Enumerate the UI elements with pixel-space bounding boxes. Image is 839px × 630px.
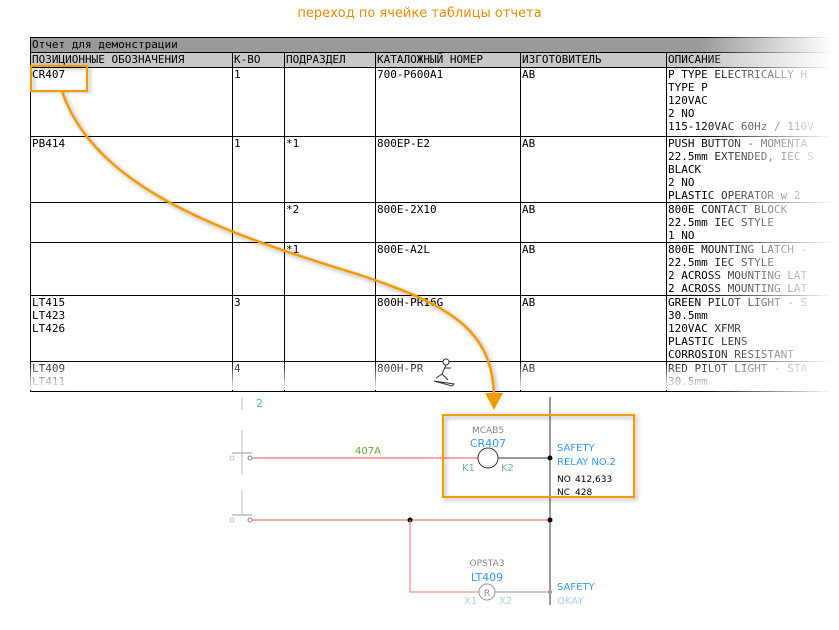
lamp-letter: R bbox=[484, 589, 490, 599]
lamp-pin-x1: X1 bbox=[464, 596, 477, 607]
wire-label: 407A bbox=[355, 446, 381, 457]
caption: переход по ячейке таблицы отчета bbox=[297, 6, 542, 21]
nc-refs[interactable]: 428 bbox=[575, 488, 592, 498]
terminal-icon bbox=[229, 455, 235, 461]
fade-right bbox=[700, 30, 839, 400]
terminal-icon bbox=[229, 517, 235, 523]
lamp-location: OPSTA3 bbox=[470, 559, 505, 569]
coil-desc-1: SAFETY bbox=[557, 443, 596, 454]
no-refs[interactable]: 412,633 bbox=[575, 475, 612, 485]
lamp-desc-2: OKAY bbox=[557, 596, 584, 607]
relay-coil[interactable] bbox=[477, 447, 499, 469]
desc-line: 120VAC bbox=[668, 94, 708, 107]
junction-dot bbox=[548, 590, 552, 594]
nc-label: NC bbox=[557, 488, 570, 498]
coil-tag[interactable]: CR407 bbox=[470, 437, 506, 450]
column-header[interactable]: ИЗГОТОВИТЕЛЬ bbox=[520, 52, 667, 68]
no-label: NO bbox=[557, 475, 571, 485]
lamp-tag[interactable]: LT409 bbox=[471, 571, 503, 584]
junction-dot bbox=[547, 517, 553, 523]
coil-pin-k1: K1 bbox=[462, 463, 475, 474]
rung-ref: 2 bbox=[256, 397, 263, 410]
terminal-icon bbox=[247, 455, 253, 461]
column-header[interactable]: КАТАЛОЖНЫЙ НОМЕР bbox=[375, 52, 521, 68]
cell-mfr[interactable]: AB bbox=[520, 242, 667, 296]
terminal-icon bbox=[247, 517, 253, 523]
fade-bottom-schematic bbox=[0, 608, 839, 630]
desc-line: 30.5mm bbox=[668, 309, 708, 322]
desc-line: 1 NO bbox=[668, 229, 695, 242]
desc-line: 2 NO bbox=[668, 176, 695, 189]
cell-mfr[interactable]: AB bbox=[520, 295, 667, 362]
desc-line: 2 NO bbox=[668, 107, 695, 120]
coil-pin-k2: K2 bbox=[501, 463, 514, 474]
lamp-pin-x2: X2 bbox=[499, 596, 512, 607]
desc-line: TYPE P bbox=[668, 81, 708, 94]
coil-location: MCAB5 bbox=[472, 426, 504, 436]
cell-mfr[interactable]: AB bbox=[520, 67, 667, 137]
report-title: Отчет для демонстрации bbox=[29, 37, 839, 53]
desc-line: BLACK bbox=[668, 163, 702, 176]
lamp-desc-1: SAFETY bbox=[557, 582, 596, 593]
junction-dot bbox=[547, 455, 553, 461]
wire-lamp[interactable] bbox=[409, 520, 479, 593]
coil-desc-2: RELAY NO.2 bbox=[557, 457, 616, 468]
